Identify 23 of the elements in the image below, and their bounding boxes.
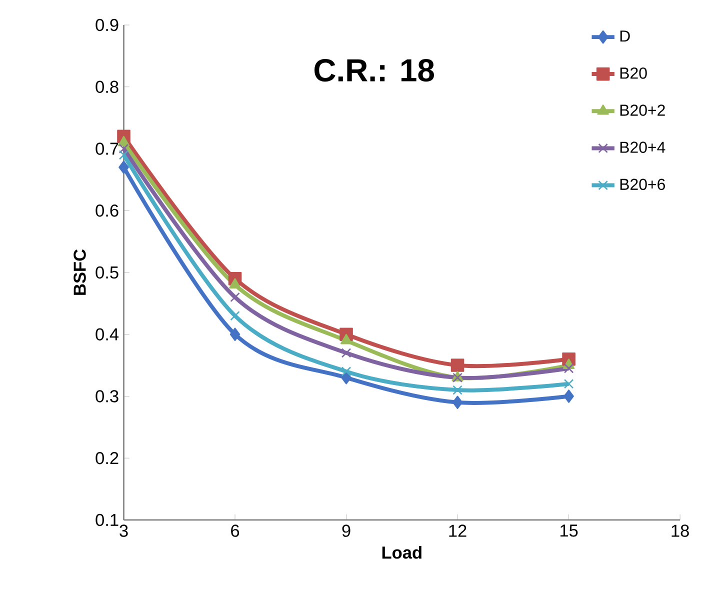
y-tick-label: 0.3 <box>96 390 118 402</box>
y-tick-label: 0.1 <box>96 514 118 526</box>
y-tick-label: 0.2 <box>96 452 118 464</box>
x-tick-label: 18 <box>672 524 689 538</box>
x-tick-label: 6 <box>231 524 240 538</box>
y-tick-label: 0.4 <box>96 328 119 341</box>
y-tick-label: 0.6 <box>96 204 118 217</box>
legend-label: B20+4 <box>620 142 666 154</box>
x-tick-label: 9 <box>342 524 350 538</box>
x-tick-label: 12 <box>449 524 466 537</box>
legend-label: B20+6 <box>620 178 665 190</box>
x-tick-label: 3 <box>120 524 128 538</box>
y-tick-label: 0.5 <box>96 266 118 279</box>
legend-label: B20 <box>620 68 647 79</box>
y-tick-label: 0.7 <box>96 142 118 155</box>
legend-label: B20+2 <box>620 104 665 116</box>
text: C.R.: 18 <box>314 59 434 82</box>
legend-label: D <box>620 30 630 42</box>
y-tick-label: 0.9 <box>96 18 118 32</box>
y-tick-label: 0.8 <box>96 80 118 94</box>
x-tick-label: 15 <box>560 524 578 537</box>
y-axis-title: BSFC <box>74 250 86 295</box>
x-axis-title: Load <box>382 546 422 559</box>
